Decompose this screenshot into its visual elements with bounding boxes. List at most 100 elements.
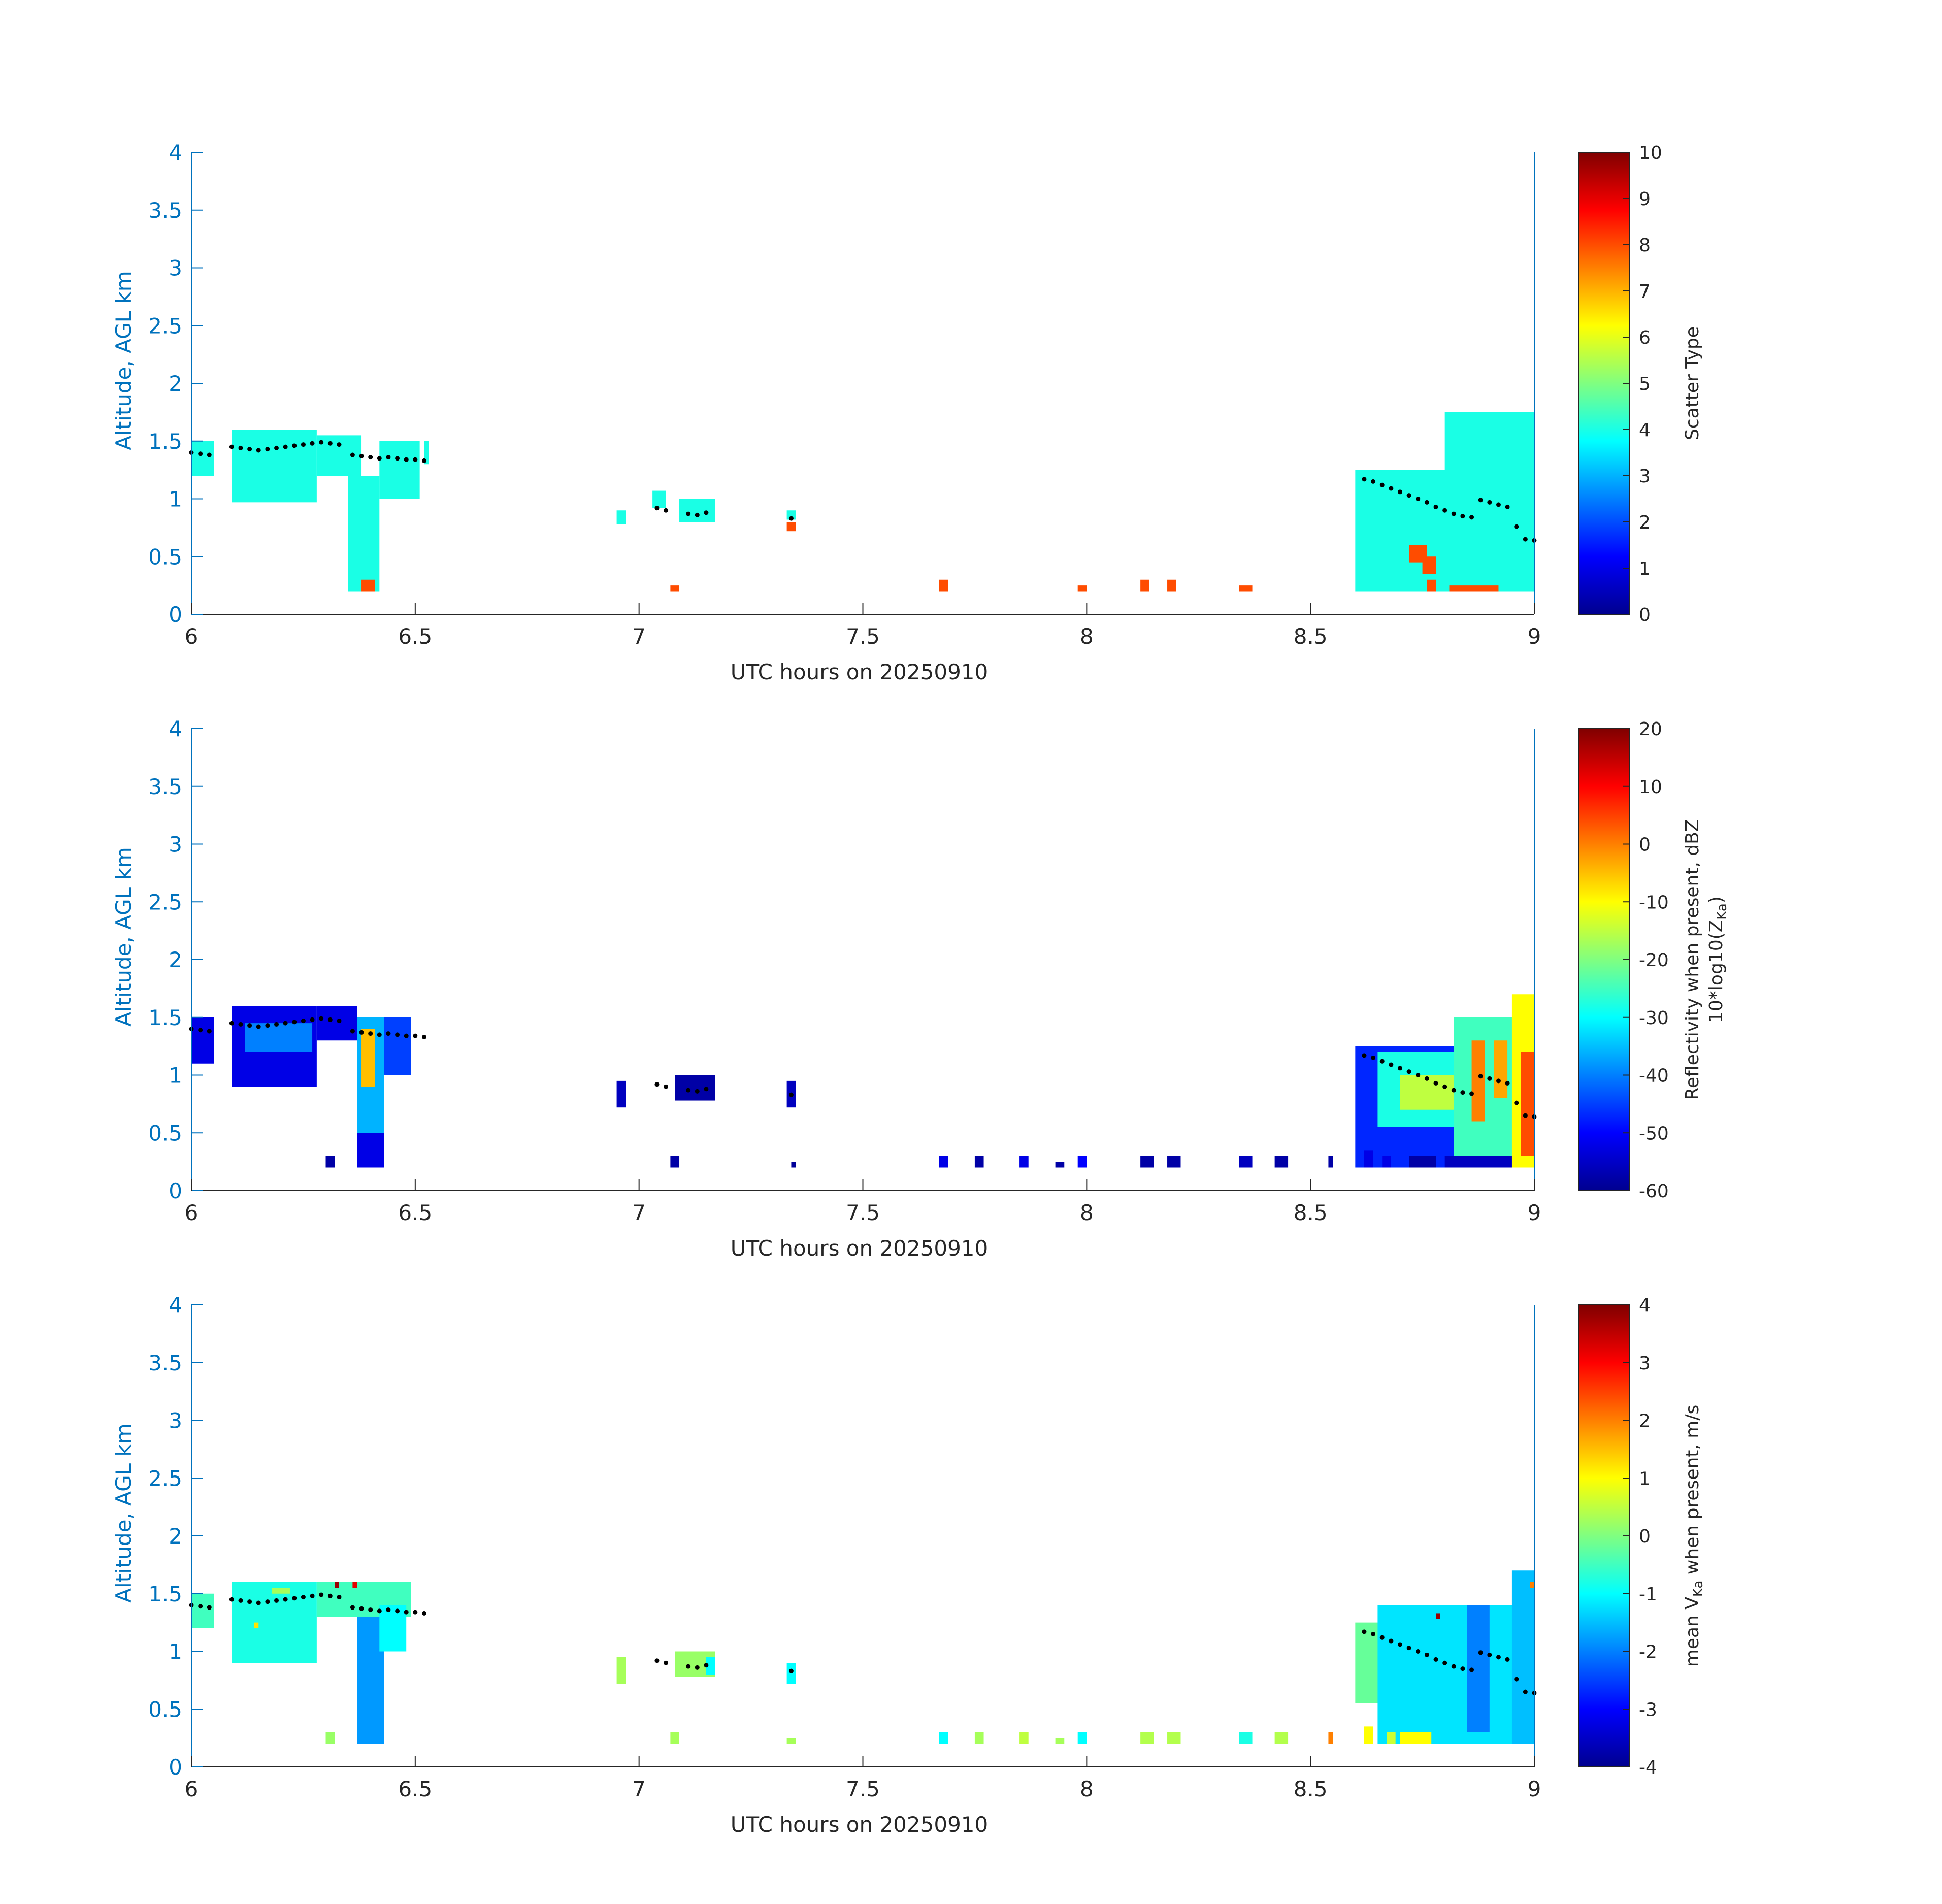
dot-marker — [1371, 1631, 1376, 1636]
dot-marker — [198, 1604, 203, 1609]
colorbar-tick-label: 0 — [1639, 1526, 1651, 1547]
dot-marker — [1451, 1664, 1456, 1669]
colorbar-tick-label: -2 — [1639, 1642, 1657, 1663]
heatmap-cell — [1239, 585, 1253, 592]
y-tick-label: 3.5 — [148, 198, 182, 223]
dot-marker — [386, 455, 391, 460]
dot-marker — [337, 442, 342, 447]
heatmap-cell — [1019, 1156, 1029, 1168]
heatmap-cell — [1328, 1732, 1333, 1744]
heatmap-cell — [791, 1162, 796, 1168]
heatmap-cell — [679, 499, 715, 522]
dot-marker — [1487, 1076, 1492, 1081]
dot-marker — [198, 451, 203, 456]
x-tick-label: 9 — [1528, 1777, 1541, 1801]
dot-marker — [1416, 1073, 1421, 1077]
dot-marker — [265, 447, 270, 452]
heatmap-cell — [272, 1588, 290, 1594]
colorbar-tick-label: 10 — [1639, 777, 1662, 798]
dot-marker — [695, 1089, 700, 1094]
dot-marker — [654, 1082, 660, 1087]
dot-marker — [1424, 500, 1429, 505]
y-tick-label: 0 — [169, 1178, 182, 1203]
dotted-line — [189, 1592, 1537, 1695]
dot-marker — [1496, 1655, 1501, 1660]
heatmap-cell — [1449, 585, 1499, 592]
dot-marker — [1389, 1638, 1394, 1644]
dot-marker — [283, 1597, 288, 1602]
dot-marker — [1487, 1652, 1492, 1657]
colorbar-tick-label: -3 — [1639, 1699, 1657, 1720]
y-tick-label: 1 — [169, 487, 182, 512]
dot-marker — [1469, 1091, 1474, 1096]
heatmap-cell — [786, 510, 796, 520]
x-tick-label: 8 — [1080, 1777, 1094, 1801]
heatmap-cell — [379, 1605, 407, 1652]
dot-marker — [350, 452, 355, 457]
heatmap-cell — [1422, 556, 1436, 574]
heatmap-cells — [191, 994, 1534, 1168]
dot-marker — [404, 1033, 409, 1038]
heatmap-cell — [1364, 1726, 1373, 1744]
dot-marker — [1505, 1657, 1510, 1662]
y-tick-label: 0.5 — [148, 1697, 182, 1722]
dot-marker — [274, 445, 279, 450]
heatmap-cell — [1167, 579, 1176, 592]
heatmap-cell — [1077, 1156, 1087, 1168]
heatmap-cell — [675, 1075, 715, 1101]
dot-marker — [1379, 1059, 1385, 1064]
dot-marker — [1442, 1660, 1447, 1665]
heatmap-cell — [1055, 1738, 1065, 1744]
x-tick-label: 6 — [185, 1777, 199, 1801]
dot-marker — [207, 1605, 212, 1610]
dot-marker — [1505, 504, 1510, 509]
colorbar-tick-label: 0 — [1639, 835, 1651, 856]
y-tick-label: 2 — [169, 1524, 182, 1549]
dot-marker — [404, 1610, 409, 1615]
heatmap-cell — [1239, 1156, 1253, 1168]
x-tick-label: 8 — [1080, 1200, 1094, 1225]
dot-marker — [301, 1019, 306, 1024]
x-tick-label: 6.5 — [398, 1200, 432, 1225]
dot-marker — [198, 1028, 203, 1033]
x-tick-label: 6 — [185, 1200, 199, 1225]
dot-marker — [704, 1087, 709, 1092]
colorbar-tick-label: 0 — [1639, 605, 1651, 626]
heatmap-cell — [652, 490, 666, 508]
dot-marker — [350, 1605, 355, 1610]
dot-marker — [1523, 1689, 1528, 1694]
x-tick-label: 8 — [1080, 624, 1094, 649]
dot-marker — [1514, 524, 1519, 529]
dot-marker — [265, 1023, 270, 1028]
colorbar-tick-label: 1 — [1639, 559, 1651, 579]
y-tick-label: 0.5 — [148, 544, 182, 569]
x-tick-label: 6 — [185, 624, 199, 649]
x-tick-label: 9 — [1528, 1200, 1541, 1225]
heatmap-cell — [939, 579, 948, 592]
x-tick-label: 9 — [1528, 624, 1541, 649]
heatmap-cell — [1239, 1732, 1253, 1744]
heatmap-cell — [786, 1738, 796, 1744]
y-tick-label: 2.5 — [148, 313, 182, 338]
dotted-line — [189, 440, 1537, 543]
x-tick-label: 7 — [632, 624, 646, 649]
dot-marker — [359, 1030, 364, 1035]
colorbar-gradient — [1578, 1304, 1630, 1767]
dot-marker — [1469, 1667, 1474, 1672]
dot-marker — [386, 1031, 391, 1036]
dot-marker — [292, 1596, 297, 1601]
colorbar-label-part: 10*log10(Z — [1706, 920, 1727, 1023]
dot-marker — [337, 1019, 342, 1024]
dot-marker — [686, 511, 691, 516]
y-tick-label: 3.5 — [148, 1351, 182, 1375]
colorbar-label-part: mean V — [1682, 1597, 1703, 1667]
heatmap-cell — [361, 1029, 375, 1087]
dot-marker — [310, 1017, 315, 1022]
colorbar-tick-label: 5 — [1639, 374, 1651, 395]
panel-2: 0 0.5 1 1.5 2 2.5 3 3.5 4 6 6.5 7 7.5 8 8.5 9 UTC hours … — [111, 716, 1730, 1261]
heatmap-cell — [1364, 1150, 1373, 1168]
heatmap-cell — [316, 1006, 357, 1041]
dot-marker — [1406, 493, 1411, 498]
colorbar-tick-label: -1 — [1639, 1584, 1657, 1605]
